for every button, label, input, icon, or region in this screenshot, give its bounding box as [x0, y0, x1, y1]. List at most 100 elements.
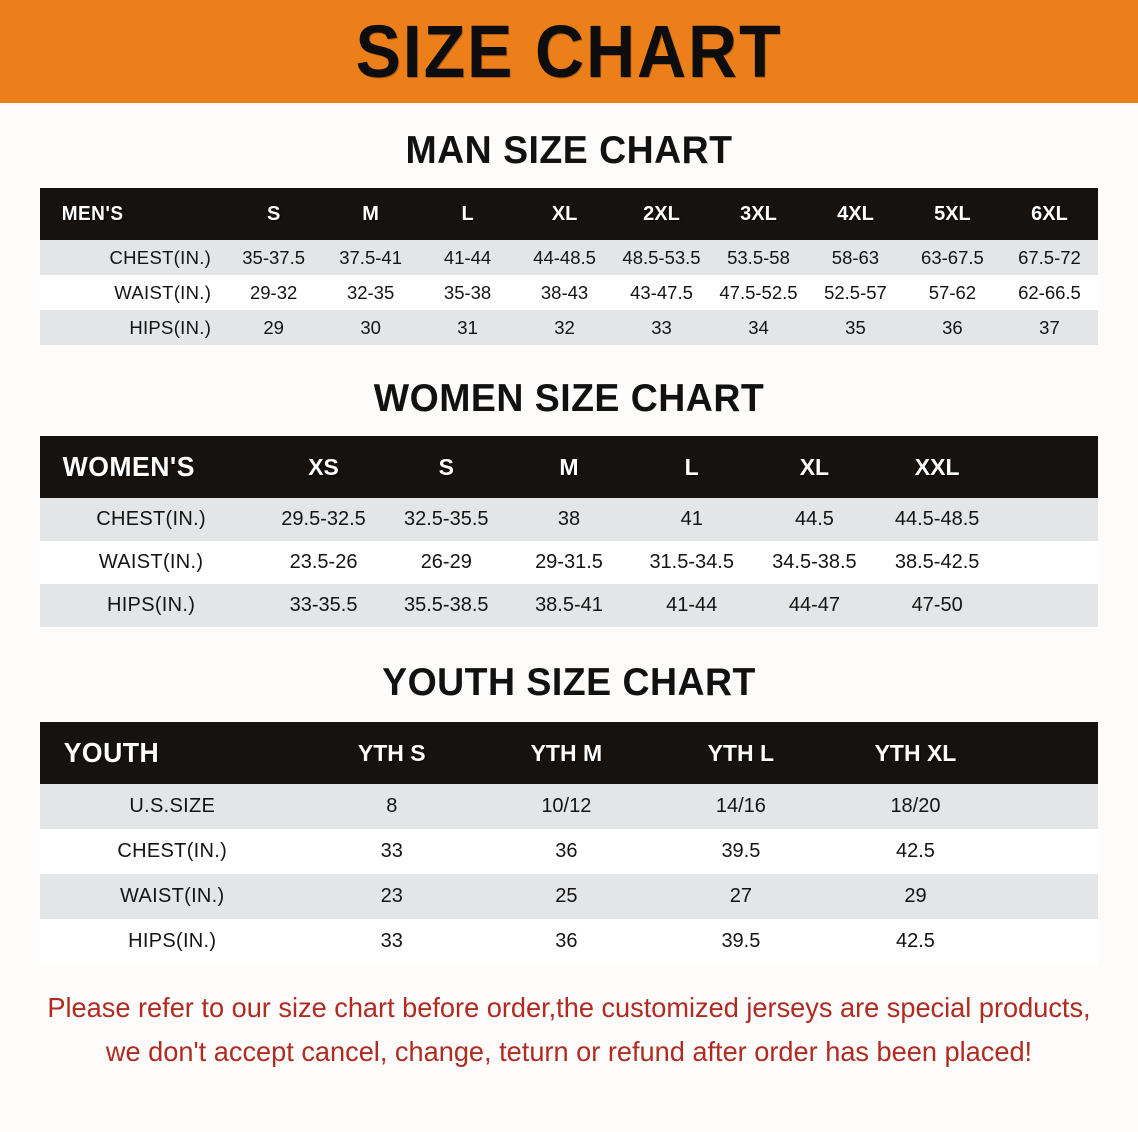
page-banner: SIZE CHART	[0, 0, 1138, 103]
men-col-header-5: 3XL	[740, 202, 777, 225]
men-col-header-6: 4XL	[837, 202, 874, 225]
men-col-header-3: XL	[551, 202, 578, 225]
youth-row-label-3: HIPS(IN.)	[128, 930, 217, 952]
men-cell-2-0: 29	[263, 316, 284, 338]
table-row: HIPS(IN.) 33-35.5 35.5-38.5 38.5-41 41-44 44-…	[40, 584, 1098, 627]
page-title: SIZE CHART	[355, 9, 783, 93]
table-row: CHEST(IN.) 33 36 39.5 42.5	[40, 829, 1098, 874]
table-row: HIPS(IN.) 29 30 31 32 33 34 35 36 37	[40, 310, 1098, 345]
youth-cell-3-1: 36	[555, 930, 578, 952]
women-cell-filler	[999, 584, 1099, 627]
youth-col-header-2: YTH L	[707, 739, 775, 766]
youth-cell-2-3: 29	[904, 885, 927, 907]
youth-cell-3-2: 39.5	[721, 930, 761, 952]
men-cell-1-7: 57-62	[928, 281, 977, 303]
women-col-header-filler	[999, 436, 1099, 498]
table-row: U.S.SIZE 8 10/12 14/16 18/20	[40, 784, 1098, 829]
men-cell-2-6: 35	[845, 316, 866, 338]
men-cell-1-2: 35-38	[443, 281, 492, 303]
youth-header-row: YOUTH YTH S YTH M YTH L YTH XL	[40, 722, 1098, 784]
youth-col-header-3: YTH XL	[874, 739, 957, 766]
women-cell-filler	[999, 498, 1099, 541]
men-cell-0-5: 53.5-58	[727, 246, 790, 268]
women-cell-1-0: 23.5-26	[289, 551, 358, 573]
man-size-table: MEN'S S M L XL 2XL 3XL 4XL 5XL 6XL CHEST(IN.) 35-…	[40, 188, 1098, 345]
men-cell-0-2: 41-44	[443, 246, 492, 268]
men-cell-1-4: 43-47.5	[630, 281, 693, 303]
women-cell-0-0: 29.5-32.5	[281, 508, 366, 530]
youth-row-label-0: U.S.SIZE	[129, 795, 216, 817]
youth-table-body: U.S.SIZE 8 10/12 14/16 18/20 CHEST(IN.) 33 36 39…	[40, 784, 1098, 964]
women-cell-2-0: 33-35.5	[289, 594, 358, 616]
youth-size-table: YOUTH YTH S YTH M YTH L YTH XL U.S.SIZE 8 10/…	[40, 722, 1098, 964]
women-col-header-0: XS	[308, 453, 339, 480]
men-cell-2-5: 34	[748, 316, 769, 338]
men-cell-1-5: 47.5-52.5	[719, 281, 798, 303]
women-size-table-wrap: WOMEN'S XS S M L XL XXL CHEST(IN.) 29.5-32.5 32…	[40, 436, 1098, 627]
men-col-header-4: 2XL	[643, 202, 680, 225]
men-col-header-1: M	[362, 202, 379, 225]
women-cell-2-1: 35.5-38.5	[404, 594, 489, 616]
men-cell-1-3: 38-43	[540, 281, 589, 303]
women-cell-1-1: 26-29	[420, 551, 472, 573]
women-col-header-5: XXL	[914, 453, 960, 480]
men-col-header-2: L	[461, 202, 474, 225]
men-cell-2-8: 37	[1039, 316, 1060, 338]
table-row: WAIST(IN.) 23 25 27 29	[40, 874, 1098, 919]
youth-cell-2-0: 23	[380, 885, 403, 907]
men-cell-0-6: 58-63	[831, 246, 880, 268]
women-size-table: WOMEN'S XS S M L XL XXL CHEST(IN.) 29.5-32.5 32…	[40, 436, 1098, 627]
women-corner-label: WOMEN'S	[62, 451, 195, 482]
men-cell-2-4: 33	[651, 316, 672, 338]
youth-col-header-0: YTH S	[357, 739, 426, 766]
men-col-header-8: 6XL	[1031, 202, 1068, 225]
men-cell-0-3: 44-48.5	[533, 246, 596, 268]
women-section-title: WOMEN SIZE CHART	[373, 377, 765, 420]
women-row-label-0: CHEST(IN.)	[96, 508, 206, 530]
women-col-header-1: S	[438, 453, 454, 480]
youth-section-title: YOUTH SIZE CHART	[382, 661, 756, 704]
men-col-header-7: 5XL	[934, 202, 971, 225]
youth-cell-filler	[1003, 829, 1098, 874]
youth-cell-filler	[1003, 919, 1098, 964]
men-cell-0-1: 37.5-41	[339, 246, 402, 268]
disclaimer-line-1: Please refer to our size chart before or…	[47, 992, 1091, 1023]
women-col-header-2: M	[559, 453, 579, 480]
women-cell-0-2: 38	[557, 508, 581, 530]
men-cell-0-7: 63-67.5	[921, 246, 984, 268]
women-cell-1-5: 38.5-42.5	[894, 551, 980, 573]
table-row: HIPS(IN.) 33 36 39.5 42.5	[40, 919, 1098, 964]
women-table-body: CHEST(IN.) 29.5-32.5 32.5-35.5 38 41 44.5 44.5…	[40, 498, 1098, 627]
women-cell-2-5: 47-50	[911, 594, 963, 616]
man-size-table-wrap: MEN'S S M L XL 2XL 3XL 4XL 5XL 6XL CHEST(IN.) 35-…	[40, 188, 1098, 345]
women-col-header-3: L	[684, 453, 699, 480]
youth-cell-1-0: 33	[380, 840, 403, 862]
youth-cell-2-2: 27	[729, 885, 753, 907]
youth-row-label-1: CHEST(IN.)	[117, 840, 228, 862]
men-cell-0-0: 35-37.5	[242, 246, 306, 268]
women-cell-2-2: 38.5-41	[535, 594, 603, 616]
table-row: WAIST(IN.) 29-32 32-35 35-38 38-43 43-47.5 47.…	[40, 275, 1098, 310]
youth-cell-0-3: 18/20	[890, 795, 941, 817]
man-section-title: MAN SIZE CHART	[405, 129, 733, 172]
table-row: WAIST(IN.) 23.5-26 26-29 29-31.5 31.5-34.5 34…	[40, 541, 1098, 584]
table-row: CHEST(IN.) 35-37.5 37.5-41 41-44 44-48.5 48.5…	[40, 240, 1098, 275]
man-table-head: MEN'S S M L XL 2XL 3XL 4XL 5XL 6XL	[40, 188, 1098, 240]
men-cell-0-8: 67.5-72	[1018, 246, 1081, 268]
disclaimer-text: Please refer to our size chart before or…	[40, 986, 1097, 1074]
women-cell-1-3: 31.5-34.5	[649, 551, 734, 573]
men-cell-1-0: 29-32	[249, 281, 298, 303]
men-row-label-1: WAIST(IN.)	[114, 281, 212, 303]
women-table-head: WOMEN'S XS S M L XL XXL	[40, 436, 1098, 498]
youth-cell-filler	[1003, 784, 1098, 829]
women-cell-0-5: 44.5-48.5	[894, 508, 980, 530]
table-row: CHEST(IN.) 29.5-32.5 32.5-35.5 38 41 44.5 44.5…	[40, 498, 1098, 541]
women-cell-0-3: 41	[680, 508, 703, 530]
youth-table-head: YOUTH YTH S YTH M YTH L YTH XL	[40, 722, 1098, 784]
men-cell-1-6: 52.5-57	[824, 281, 887, 303]
youth-cell-2-1: 25	[555, 885, 578, 907]
youth-row-label-2: WAIST(IN.)	[120, 885, 225, 907]
men-cell-2-3: 32	[554, 316, 575, 338]
men-col-header-0: S	[266, 202, 281, 225]
men-cell-1-1: 32-35	[346, 281, 395, 303]
